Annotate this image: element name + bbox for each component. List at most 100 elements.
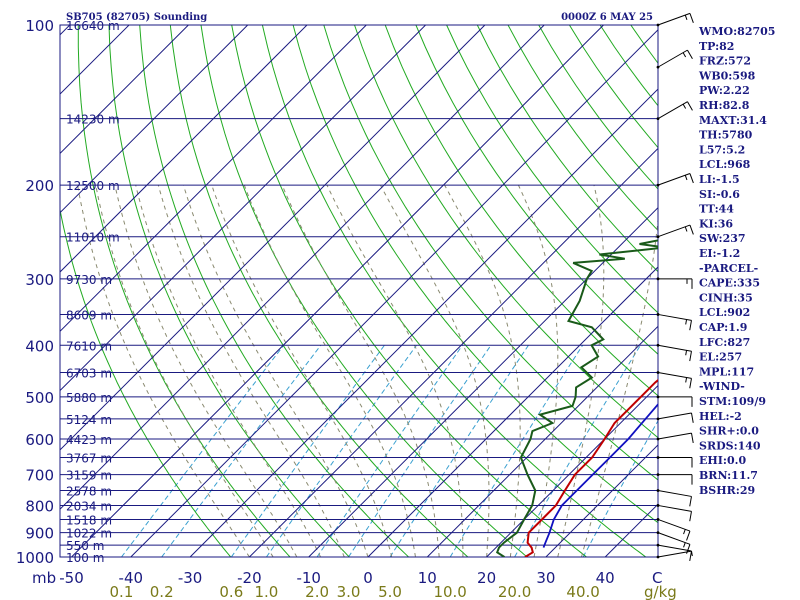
wind-barb-flag	[689, 378, 692, 389]
isotherm-line	[60, 25, 486, 451]
sounding-index: MPL:117	[699, 365, 754, 378]
height-label: 12500 m	[66, 179, 120, 193]
isotherm-line	[60, 25, 545, 510]
wind-barb-flag	[689, 224, 694, 235]
wind-barb	[656, 531, 691, 554]
isotherm-line	[60, 25, 189, 155]
wind-barb	[656, 456, 693, 468]
wind-barb	[656, 518, 691, 541]
dry-adiabat-line	[754, 25, 800, 557]
sounding-index: LCL:902	[699, 306, 750, 319]
height-label: 6703 m	[66, 367, 112, 381]
wind-barb-dot	[656, 277, 660, 281]
height-label: 3159 m	[66, 469, 112, 483]
sounding-index: BSHR:29	[699, 484, 755, 497]
sounding-index: TP:82	[699, 40, 734, 53]
wind-barb-dot	[656, 531, 660, 535]
moist-adiabat-line	[77, 185, 250, 557]
sounding-index: RH:82.8	[699, 99, 750, 112]
isotherm-line	[71, 25, 604, 557]
wind-barb-staff	[657, 550, 692, 558]
wind-barb	[656, 277, 693, 289]
sounding-index: CAPE:335	[699, 277, 760, 290]
mixing-ratio-tick-label: 5.0	[378, 583, 402, 600]
sounding-index: MAXT:31.4	[699, 114, 767, 127]
plot-frame	[59, 24, 659, 558]
wind-barb-half-flag	[685, 319, 688, 325]
sounding-index: LCL:968	[699, 158, 751, 171]
isobar-lines	[60, 24, 658, 558]
moist-adiabat-line	[444, 184, 521, 557]
wind-barb-staff	[657, 544, 692, 552]
mixing-ratio-line	[316, 345, 463, 557]
temperature-tick-label: 20	[477, 569, 496, 587]
wind-barb	[656, 49, 693, 69]
mixing-ratio-tick-label: 3.0	[337, 583, 361, 600]
sounding-index: CINH:35	[699, 291, 753, 304]
wind-barb-flag	[686, 544, 691, 554]
wind-barb-dot	[656, 473, 660, 476]
temperature-tick-label: -50	[59, 569, 84, 587]
wind-barb-flag	[687, 49, 693, 60]
wind-barb-half-flag	[685, 350, 688, 356]
isotherm-line	[60, 25, 426, 392]
sounding-index: CAP:1.9	[699, 321, 747, 334]
height-label: 5124 m	[66, 413, 112, 427]
sounding-index: TH:5780	[699, 129, 753, 142]
wind-barb-dot	[656, 456, 660, 459]
wind-barb-staff	[657, 344, 692, 352]
parcel-trace	[542, 403, 658, 548]
wind-barb	[656, 101, 693, 121]
wind-barb-dot	[656, 313, 660, 316]
wind-barb-dot	[656, 437, 660, 441]
wind-barb	[656, 12, 694, 27]
height-label: 1022 m	[66, 527, 112, 541]
dry-adiabat-line	[568, 25, 658, 149]
sounding-index: SHR+:0.0	[699, 425, 759, 438]
sounding-index: SRDS:140	[699, 439, 761, 452]
wind-barb	[656, 489, 692, 507]
wind-barb-staff	[657, 532, 691, 545]
wind-barb-half-flag	[684, 14, 688, 20]
wind-barb-flag	[690, 412, 694, 423]
sounding-index: L57:5.2	[699, 143, 745, 156]
wind-barb-flag	[686, 530, 691, 541]
sounding-index: EHI:0.0	[699, 454, 746, 467]
wind-barb-staff	[657, 504, 692, 512]
sounding-index: KI:36	[699, 217, 733, 230]
wind-barb-staff	[657, 313, 692, 321]
wind-barb-half-flag	[684, 175, 688, 181]
sounding-index: SW:237	[699, 232, 746, 245]
mixing-ratio-tick-label: 40.0	[566, 583, 599, 600]
moist-adiabat-line	[211, 184, 393, 557]
sounding-index: PW:2.22	[699, 84, 750, 97]
pressure-tick-label: 1000	[16, 549, 54, 567]
moist-adiabat-lines	[77, 184, 658, 557]
height-label: 16640 m	[66, 19, 120, 33]
wind-barb-half-flag	[684, 226, 688, 232]
temperature-unit-label: C	[652, 569, 662, 587]
mixing-ratio-tick-label: 10.0	[433, 583, 466, 600]
wind-barb-half-flag	[685, 377, 688, 383]
wind-barb-half-flag	[682, 52, 687, 58]
wind-barb-flag	[689, 173, 694, 184]
wind-barb	[656, 504, 692, 522]
wind-barbs	[656, 12, 694, 561]
isotherm-line	[60, 25, 249, 214]
mixing-ratio-unit-label: g/kg	[644, 583, 677, 600]
pressure-unit-label: mb	[32, 569, 56, 587]
isotherm-line	[130, 29, 658, 557]
mixing-ratio-tick-label: 0.1	[110, 583, 134, 600]
pressure-tick-label: 800	[25, 497, 54, 515]
wind-barb-flag	[687, 101, 693, 111]
isotherm-line	[545, 444, 658, 557]
wind-barb	[656, 371, 692, 389]
wind-barb-staff	[657, 518, 691, 532]
mixing-ratio-lines	[121, 344, 658, 557]
wind-barb	[656, 543, 692, 561]
wind-barb-staff	[657, 412, 692, 420]
wind-barb-half-flag	[683, 529, 686, 535]
wind-barb	[656, 343, 692, 362]
